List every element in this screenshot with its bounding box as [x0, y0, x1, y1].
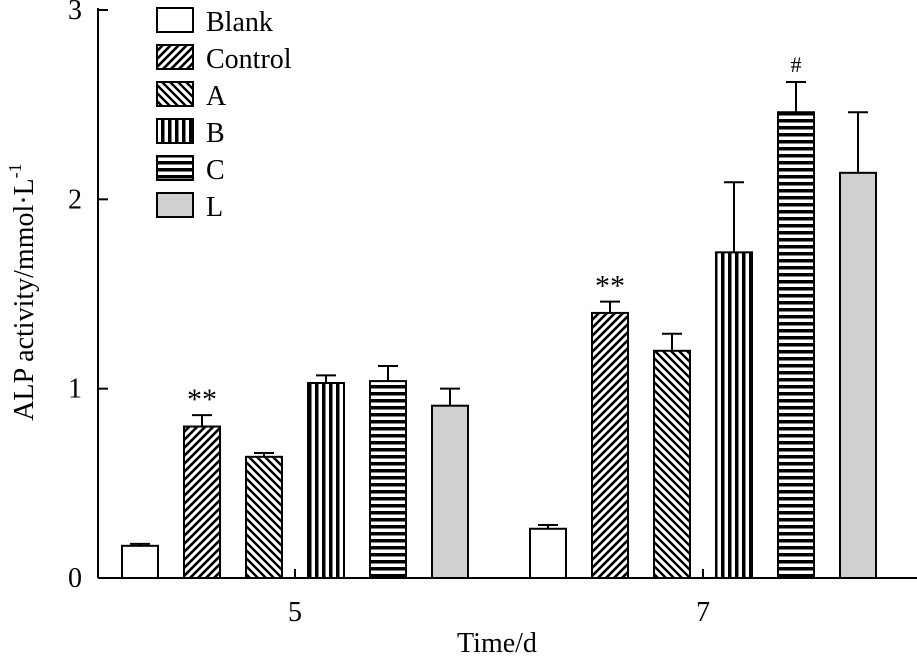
y-tick-label: 2 — [68, 184, 82, 215]
x-axis-label: Time/d — [457, 628, 537, 658]
bar-b-7 — [715, 251, 753, 579]
bar-blank-5 — [121, 544, 159, 580]
legend-label: A — [206, 81, 227, 112]
legend-label: B — [206, 118, 225, 149]
bar-l-5 — [431, 404, 469, 579]
significance-marker: # — [791, 52, 802, 77]
axis-labels: Time/d ALP activity/mmol·L-1 — [5, 163, 537, 659]
y-axis-label: ALP activity/mmol·L-1 — [5, 163, 40, 420]
legend-swatch-c — [156, 155, 194, 181]
legend-label: L — [206, 192, 223, 223]
legend-swatch-b — [156, 118, 194, 144]
x-tick-label: 5 — [288, 597, 302, 628]
bar-c-5 — [369, 380, 407, 579]
bar-control-7 — [591, 311, 629, 579]
legend-label: C — [206, 155, 225, 186]
legend-label: Control — [206, 44, 292, 75]
x-tick-label: 7 — [696, 597, 710, 628]
bar-c-7 — [777, 111, 815, 580]
y-tick-label: 0 — [68, 563, 82, 594]
bar-blank-7 — [529, 527, 567, 579]
bar-b-5 — [307, 381, 345, 579]
legend-label: Blank — [206, 7, 273, 38]
legend-swatch-a — [156, 81, 194, 107]
significance-marker: ** — [595, 270, 625, 303]
bar-a-7 — [653, 349, 691, 579]
y-tick-label: 3 — [68, 0, 82, 26]
y-axis-label-main: ALP activity/mmol·L — [9, 178, 40, 420]
y-tick-label: 1 — [68, 374, 82, 405]
bar-l-7 — [839, 171, 877, 579]
legend-swatch-control — [156, 44, 194, 70]
bar-control-5 — [183, 425, 221, 579]
significance-marker: ** — [187, 383, 217, 416]
legend-swatch-l — [156, 192, 194, 218]
legend-swatch-blank — [156, 7, 194, 33]
y-axis-label-superscript: -1 — [5, 163, 25, 178]
bars: ** ** # — [121, 52, 877, 580]
bar-a-5 — [245, 455, 283, 579]
